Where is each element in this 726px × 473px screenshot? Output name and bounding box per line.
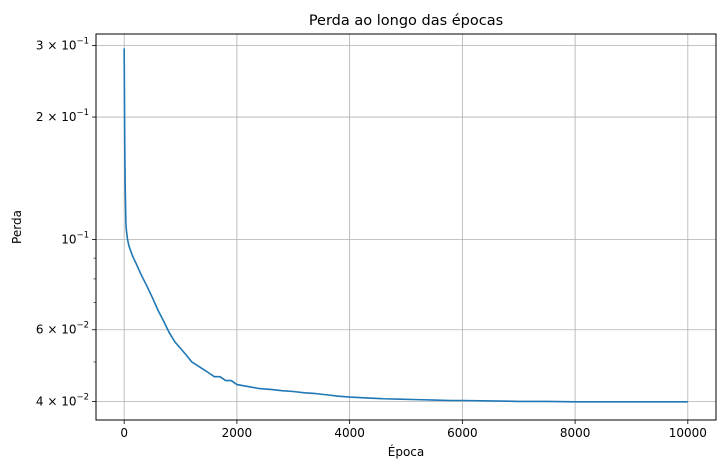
x-tick-label: 10000 (669, 426, 707, 440)
y-tick-label: 2 × 10−1 (36, 108, 89, 124)
y-tick-exponent: −1 (76, 108, 89, 118)
x-tick-label: 2000 (222, 426, 253, 440)
grid-lines (96, 34, 716, 420)
y-tick-mantissa: 4 × 10 (36, 394, 77, 408)
series-layer (123, 48, 688, 403)
y-tick-label: 3 × 10−1 (36, 36, 89, 52)
y-tick-label: 10−1 (61, 230, 89, 246)
y-tick-exponent: −2 (76, 392, 89, 402)
y-tick-mantissa: 3 × 10 (36, 38, 77, 52)
y-tick-exponent: −1 (76, 230, 89, 240)
x-tick-label: 4000 (334, 426, 365, 440)
x-tick-label: 0 (120, 426, 128, 440)
plot-frame (95, 33, 717, 421)
x-tick-label: 6000 (447, 426, 478, 440)
y-tick-mantissa: 10 (61, 232, 76, 246)
loss-series-line (123, 48, 688, 403)
x-tick-label: 8000 (560, 426, 591, 440)
y-tick-label: 6 × 10−2 (36, 321, 89, 337)
chart-title: Perda ao longo das épocas (309, 13, 503, 29)
x-axis-label: Época (388, 444, 425, 459)
y-tick-mantissa: 2 × 10 (36, 110, 77, 124)
y-axis-label: Perda (10, 210, 24, 244)
y-tick-exponent: −2 (76, 321, 89, 331)
y-tick-mantissa: 6 × 10 (36, 323, 77, 337)
x-axis-ticks: 0 2000 4000 6000 8000 10000 (120, 420, 707, 440)
y-axis-ticks: 4 × 10−26 × 10−210−12 × 10−13 × 10−1 (36, 36, 96, 408)
y-tick-exponent: −1 (76, 36, 89, 46)
y-tick-label: 4 × 10−2 (36, 392, 89, 408)
